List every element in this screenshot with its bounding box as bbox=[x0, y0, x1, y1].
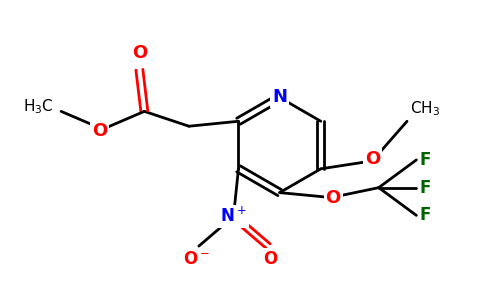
Text: O: O bbox=[263, 250, 277, 268]
Text: O: O bbox=[92, 122, 107, 140]
Text: H$_3$C: H$_3$C bbox=[23, 97, 53, 116]
Text: O$^-$: O$^-$ bbox=[183, 250, 211, 268]
Text: N$^+$: N$^+$ bbox=[220, 207, 247, 226]
Text: O: O bbox=[365, 150, 380, 168]
Text: O: O bbox=[326, 189, 341, 207]
Text: O: O bbox=[132, 44, 147, 62]
Text: CH$_3$: CH$_3$ bbox=[410, 100, 440, 118]
Text: F: F bbox=[419, 151, 431, 169]
Text: F: F bbox=[419, 206, 431, 224]
Text: F: F bbox=[419, 178, 431, 196]
Text: N: N bbox=[272, 88, 287, 106]
